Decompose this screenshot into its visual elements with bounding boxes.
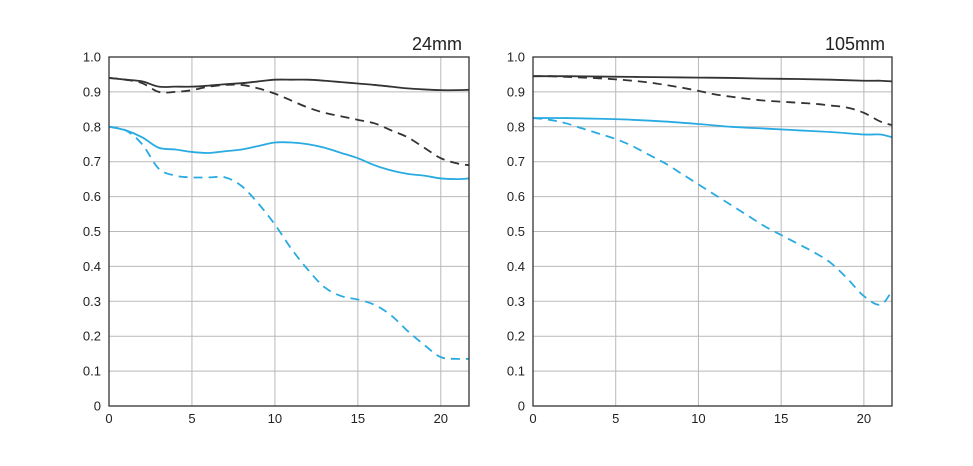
series-line-105mm-1 (532, 75, 893, 83)
y-tick-label-24mm: 0.4 (83, 259, 101, 274)
y-tick-label-24mm: 0.8 (83, 119, 101, 134)
chart-panel-24mm: 0 0.1 0.2 0.3 0.4 0.5 0.6 0.7 0.8 0.9 1.0 0 5 10 15 20… (83, 34, 470, 426)
y-tick-label-105mm: 0 (518, 399, 525, 414)
y-tick-label-105mm: 0.5 (507, 224, 525, 239)
chart-title-24mm: 24mm (412, 34, 462, 54)
x-tick-label-105mm: 20 (857, 411, 871, 426)
y-tick-labels-105mm: 0 0.1 0.2 0.3 0.4 0.5 0.6 0.7 0.8 0.9 1.0 (507, 50, 525, 414)
series-line-24mm-3 (108, 125, 470, 181)
y-tick-label-24mm: 0.1 (83, 364, 101, 379)
y-tick-label-105mm: 1.0 (507, 50, 525, 65)
series-line-24mm-1 (108, 77, 470, 92)
y-tick-label-24mm: 0.5 (83, 224, 101, 239)
x-tick-label-105mm: 5 (612, 411, 619, 426)
x-tick-label-24mm: 0 (105, 411, 112, 426)
plot-frame-105mm (532, 56, 893, 407)
series-line-105mm-4 (532, 117, 893, 306)
y-tick-label-105mm: 0.7 (507, 154, 525, 169)
series-line-105mm-3 (532, 117, 893, 139)
chart-panel-105mm: 0 0.1 0.2 0.3 0.4 0.5 0.6 0.7 0.8 0.9 1.0 0 5 10 15 20… (507, 34, 893, 426)
x-tick-label-105mm: 0 (529, 411, 536, 426)
x-tick-labels-105mm: 0 5 10 15 20 (529, 411, 871, 426)
series-105mm (532, 75, 893, 306)
x-tick-labels-24mm: 0 5 10 15 20 (105, 411, 448, 426)
y-tick-label-24mm: 0.9 (83, 84, 101, 99)
series-line-24mm-2 (108, 77, 470, 167)
series-24mm (108, 77, 470, 360)
y-tick-label-24mm: 0.2 (83, 329, 101, 344)
x-tick-label-24mm: 20 (434, 411, 448, 426)
series-line-24mm-4 (108, 125, 470, 360)
x-tick-label-105mm: 10 (691, 411, 705, 426)
y-tick-label-105mm: 0.9 (507, 84, 525, 99)
y-tick-label-24mm: 0.3 (83, 294, 101, 309)
y-tick-label-24mm: 0.7 (83, 154, 101, 169)
y-tick-label-24mm: 0.6 (83, 189, 101, 204)
plot-frame-24mm (108, 56, 470, 407)
y-tick-label-105mm: 0.3 (507, 294, 525, 309)
x-tick-label-24mm: 5 (188, 411, 195, 426)
series-line-105mm-2 (532, 75, 893, 126)
x-tick-label-24mm: 15 (351, 411, 365, 426)
y-tick-labels-24mm: 0 0.1 0.2 0.3 0.4 0.5 0.6 0.7 0.8 0.9 1.0 (83, 50, 101, 414)
y-tick-label-105mm: 0.8 (507, 119, 525, 134)
y-tick-label-24mm: 0 (94, 399, 101, 414)
y-tick-label-24mm: 1.0 (83, 50, 101, 65)
grid-24mm (108, 56, 469, 407)
chart-title-105mm: 105mm (825, 34, 885, 54)
x-tick-label-24mm: 10 (268, 411, 282, 426)
y-tick-label-105mm: 0.2 (507, 329, 525, 344)
y-tick-label-105mm: 0.1 (507, 364, 525, 379)
grid-105mm (532, 56, 892, 407)
x-tick-label-105mm: 15 (774, 411, 788, 426)
y-tick-label-105mm: 0.6 (507, 189, 525, 204)
y-tick-label-105mm: 0.4 (507, 259, 525, 274)
